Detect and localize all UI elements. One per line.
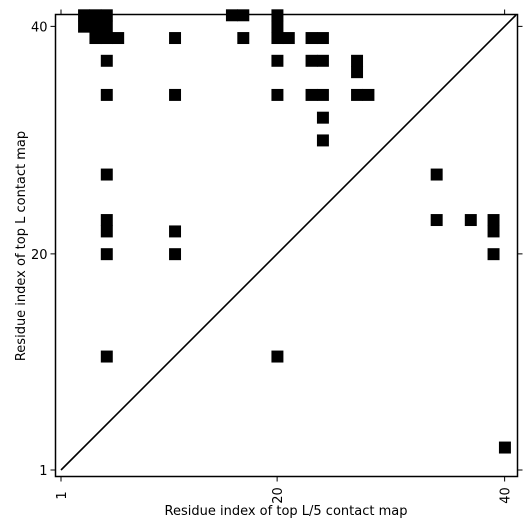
upper-contact-cell: [487, 225, 500, 238]
x-tick-label: 20: [271, 487, 286, 504]
upper-contact-cell: [100, 214, 113, 227]
x-axis-label: Residue index of top L/5 contact map: [165, 504, 408, 519]
upper-contact-cell: [237, 32, 250, 45]
upper-contact-cell: [78, 20, 91, 33]
upper-contact-cell: [100, 168, 113, 181]
y-tick-label: 1: [39, 464, 47, 479]
upper-contact-cell: [464, 214, 477, 227]
upper-contact-cell: [78, 9, 91, 22]
upper-contact-cell: [351, 88, 364, 101]
upper-contact-cell: [169, 32, 182, 45]
plot-frame: [54, 13, 519, 478]
upper-contact-cell: [271, 54, 284, 67]
upper-contact-cell: [169, 88, 182, 101]
y-tick-label: 40: [31, 20, 48, 35]
upper-contact-cell: [100, 32, 113, 45]
upper-contact-cell: [100, 88, 113, 101]
upper-contact-cell: [169, 248, 182, 261]
upper-contact-cell: [362, 88, 375, 101]
y-tick-label: 20: [31, 248, 48, 263]
upper-contact-cell: [316, 88, 329, 101]
upper-contact-cell: [100, 225, 113, 238]
upper-contact-cell: [487, 214, 500, 227]
upper-contact-cell: [225, 9, 238, 22]
x-axis-ticks: 1 20 40: [55, 9, 514, 504]
upper-contact-cell: [487, 248, 500, 261]
upper-contact-cell: [430, 168, 443, 181]
upper-contact-cell: [430, 214, 443, 227]
contact-cells: [78, 9, 511, 454]
upper-contact-cell: [100, 248, 113, 261]
upper-contact-cell: [271, 20, 284, 33]
upper-contact-cell: [237, 9, 250, 22]
upper-contact-cell: [316, 54, 329, 67]
y-axis-label: Residue index of top L contact map: [14, 131, 29, 361]
diagonal-line: [60, 14, 517, 471]
upper-contact-cell: [271, 88, 284, 101]
upper-contact-cell: [169, 225, 182, 238]
upper-contact-cell: [271, 32, 284, 45]
upper-contact-cell: [89, 20, 102, 33]
upper-contact-cell: [271, 350, 284, 363]
upper-contact-cell: [100, 20, 113, 33]
upper-contact-cell: [316, 134, 329, 147]
x-tick-label: 40: [499, 487, 514, 504]
upper-contact-cell: [282, 32, 295, 45]
upper-contact-cell: [305, 88, 318, 101]
upper-contact-cell: [112, 32, 125, 45]
upper-contact-cell: [351, 66, 364, 79]
upper-contact-cell: [89, 9, 102, 22]
y-axis-ticks: 1 20 40: [31, 20, 523, 479]
upper-contact-cell: [305, 32, 318, 45]
upper-contact-cell: [89, 32, 102, 45]
upper-contact-cell: [316, 32, 329, 45]
upper-contact-cell: [271, 9, 284, 22]
lower-contact-cell: [498, 441, 511, 454]
x-tick-label: 1: [55, 491, 70, 499]
upper-contact-cell: [100, 54, 113, 67]
upper-contact-cell: [351, 54, 364, 67]
upper-contact-cell: [100, 350, 113, 363]
upper-contact-cell: [100, 9, 113, 22]
upper-contact-cell: [305, 54, 318, 67]
upper-contact-cell: [316, 111, 329, 124]
